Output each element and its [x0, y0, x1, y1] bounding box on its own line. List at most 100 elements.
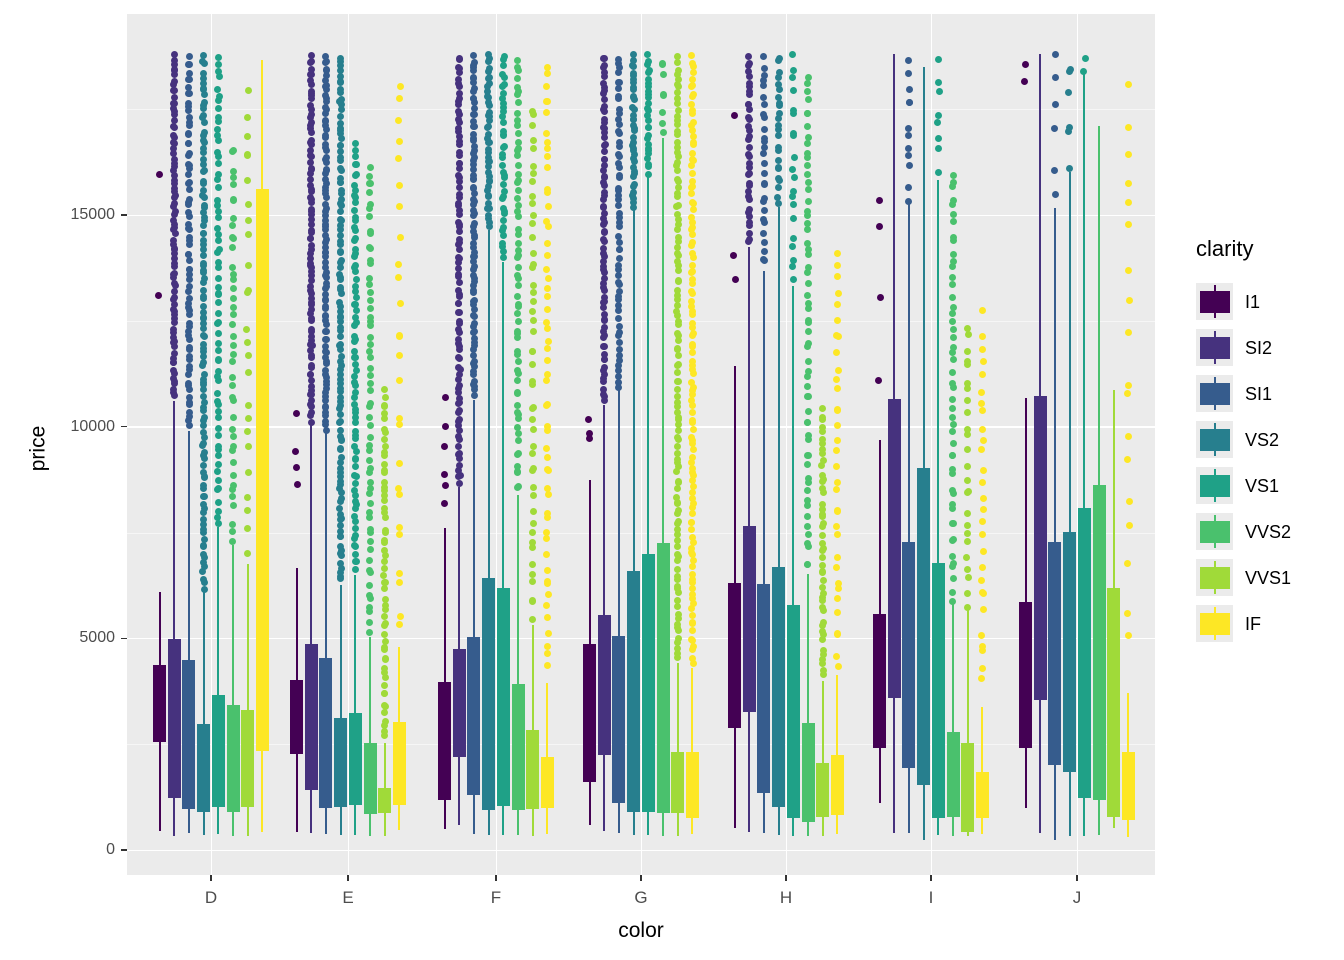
outlier-dot — [366, 446, 374, 454]
legend-key-box — [1199, 520, 1230, 543]
outlier-dot — [321, 176, 329, 184]
outlier-dot — [322, 201, 330, 209]
outlier-dot — [514, 144, 522, 152]
outlier-dot — [674, 537, 682, 545]
outlier-dot — [673, 403, 681, 411]
outlier-dot — [366, 567, 374, 575]
outlier-dot — [600, 245, 608, 253]
outlier-dot — [322, 180, 330, 188]
outlier-dot — [337, 511, 345, 519]
outlier-dot — [337, 454, 345, 462]
outlier-dot — [645, 131, 653, 139]
outlier-dot — [543, 266, 551, 274]
outlier-dot — [674, 518, 682, 526]
outlier-dot — [337, 101, 345, 109]
outlier-dot — [544, 629, 552, 637]
outlier-dot — [819, 435, 827, 443]
boxplot-box-F-VS2 — [482, 577, 496, 810]
outlier-dot — [470, 79, 478, 87]
outlier-dot — [485, 158, 493, 166]
gridline-major-v — [785, 14, 787, 875]
outlier-dot — [731, 275, 739, 283]
outlier-dot — [336, 298, 344, 306]
outlier-dot — [979, 345, 987, 353]
outlier-dot — [185, 103, 193, 111]
outlier-dot — [614, 128, 622, 136]
whisker-lower-I-VVS1 — [966, 832, 969, 836]
outlier-dot — [804, 245, 812, 253]
outlier-dot — [200, 404, 208, 412]
outlier-dot — [185, 130, 193, 138]
outlier-dot — [200, 536, 208, 544]
whisker-lower-G-VS1 — [647, 811, 650, 835]
outlier-dot — [322, 132, 330, 140]
outlier-dot — [214, 283, 222, 291]
outlier-dot — [170, 366, 178, 374]
outlier-dot — [185, 366, 193, 374]
outlier-dot — [367, 422, 375, 430]
outlier-dot — [803, 80, 811, 88]
outlier-dot — [615, 293, 623, 301]
outlier-dot — [905, 125, 913, 133]
outlier-dot — [214, 236, 222, 244]
outlier-dot — [834, 580, 842, 588]
outlier-dot — [469, 272, 477, 280]
outlier-dot — [1052, 50, 1060, 58]
outlier-dot — [804, 171, 812, 179]
outlier-dot — [688, 409, 696, 417]
outlier-dot — [746, 144, 754, 152]
outlier-dot — [351, 479, 359, 487]
outlier-dot — [367, 464, 374, 472]
outlier-dot — [963, 348, 971, 356]
outlier-dot — [455, 63, 462, 71]
outlier-dot — [775, 115, 783, 123]
outlier-dot — [456, 207, 464, 215]
outlier-dot — [244, 415, 252, 423]
outlier-dot — [214, 114, 222, 122]
outlier-dot — [514, 401, 522, 409]
outlier-dot — [307, 147, 315, 155]
outlier-dot — [322, 303, 330, 311]
outlier-dot — [215, 407, 223, 415]
outlier-dot — [337, 113, 345, 121]
outlier-dot — [485, 79, 493, 87]
outlier-dot — [214, 373, 222, 381]
outlier-dot — [337, 323, 345, 331]
outlier-dot — [804, 502, 812, 510]
outlier-dot — [949, 258, 957, 266]
outlier-dot — [949, 262, 957, 270]
outlier-dot — [336, 365, 344, 373]
outlier-dot — [689, 563, 697, 571]
outlier-dot — [689, 279, 697, 287]
outlier-dot — [1124, 123, 1132, 131]
outlier-dot — [455, 211, 463, 219]
outlier-dot — [337, 375, 345, 383]
outlier-dot — [979, 642, 987, 650]
outlier-dot — [484, 87, 492, 95]
outlier-dot — [963, 538, 971, 546]
outlier-dot — [456, 159, 464, 167]
outlier-dot — [645, 100, 653, 108]
outlier-dot — [214, 152, 222, 160]
outlier-dot — [615, 210, 623, 218]
outlier-dot — [307, 119, 315, 127]
legend-item-label: SI1 — [1245, 383, 1273, 404]
outlier-dot — [499, 192, 507, 200]
outlier-dot — [215, 318, 223, 326]
outlier-dot — [455, 416, 463, 424]
outlier-dot — [818, 635, 826, 643]
outlier-dot — [456, 138, 464, 146]
outlier-dot — [336, 418, 344, 426]
outlier-dot — [601, 316, 609, 324]
boxplot-box-I-VS2 — [917, 467, 931, 785]
outlier-dot — [949, 553, 957, 561]
outlier-dot — [185, 287, 193, 295]
outlier-dot — [674, 478, 682, 486]
whisker-upper-J-SI2 — [1039, 54, 1042, 396]
outlier-dot — [804, 280, 812, 288]
y-tick-mark — [121, 425, 127, 428]
legend-item-label: IF — [1245, 613, 1261, 634]
outlier-dot — [616, 64, 624, 72]
outlier-dot — [307, 286, 315, 294]
outlier-dot — [455, 309, 463, 317]
